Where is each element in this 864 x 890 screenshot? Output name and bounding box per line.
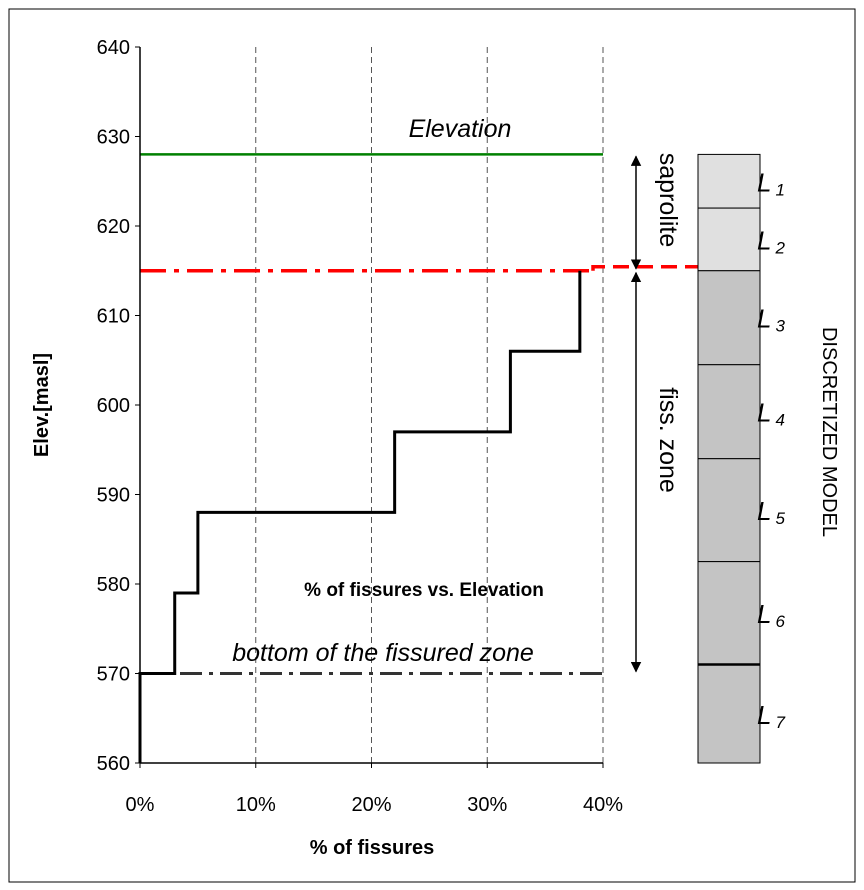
model-layer-rect xyxy=(697,270,761,366)
model-layer-rect xyxy=(697,458,761,563)
discretized-model: L 1L 2L 3L 4L 5L 6L 7 xyxy=(697,153,785,764)
y-axis-title: Elev.[masl] xyxy=(31,353,53,457)
fiss-zone-label: fiss. zone xyxy=(654,387,682,493)
model-layer-rect xyxy=(697,207,761,272)
y-tick-label: 600 xyxy=(97,395,130,417)
reference-lines xyxy=(140,153,745,675)
elevation-label: Elevation xyxy=(409,115,512,143)
model-layer-rect xyxy=(697,153,761,209)
series-label: % of fissures vs. Elevation xyxy=(304,580,544,601)
y-tick-label: 590 xyxy=(97,485,130,507)
tick-labels: 0% 10% 20% 30% 40% 560 570 580 590 600 610 620 630 64… xyxy=(97,37,624,816)
x-tick-label: 30% xyxy=(467,794,507,816)
x-axis-title: % of fissures xyxy=(310,837,434,859)
bottom-zone-label: bottom of the fissured zone xyxy=(232,639,534,667)
model-layer-rect xyxy=(697,664,761,764)
model-title: DISCRETIZED MODEL xyxy=(818,327,840,537)
x-tick-label: 20% xyxy=(351,794,391,816)
axes xyxy=(135,46,604,768)
y-tick-label: 620 xyxy=(97,216,130,238)
series-fissures-line xyxy=(138,270,582,763)
x-tick-label: 10% xyxy=(236,794,276,816)
series-layer xyxy=(138,270,582,763)
y-tick-label: 630 xyxy=(97,127,130,149)
y-tick-label: 560 xyxy=(97,753,130,775)
y-tick-label: 570 xyxy=(97,664,130,686)
x-tick-label: 0% xyxy=(126,794,155,816)
model-layer-rect xyxy=(697,364,761,460)
saprolite-label: saprolite xyxy=(654,153,682,248)
y-tick-label: 640 xyxy=(97,37,130,59)
y-tick-label: 580 xyxy=(97,574,130,596)
model-layer-rect xyxy=(697,561,761,666)
y-tick-label: 610 xyxy=(97,306,130,328)
x-tick-label: 40% xyxy=(583,794,623,816)
saprolite-boundary-extension xyxy=(591,265,745,271)
